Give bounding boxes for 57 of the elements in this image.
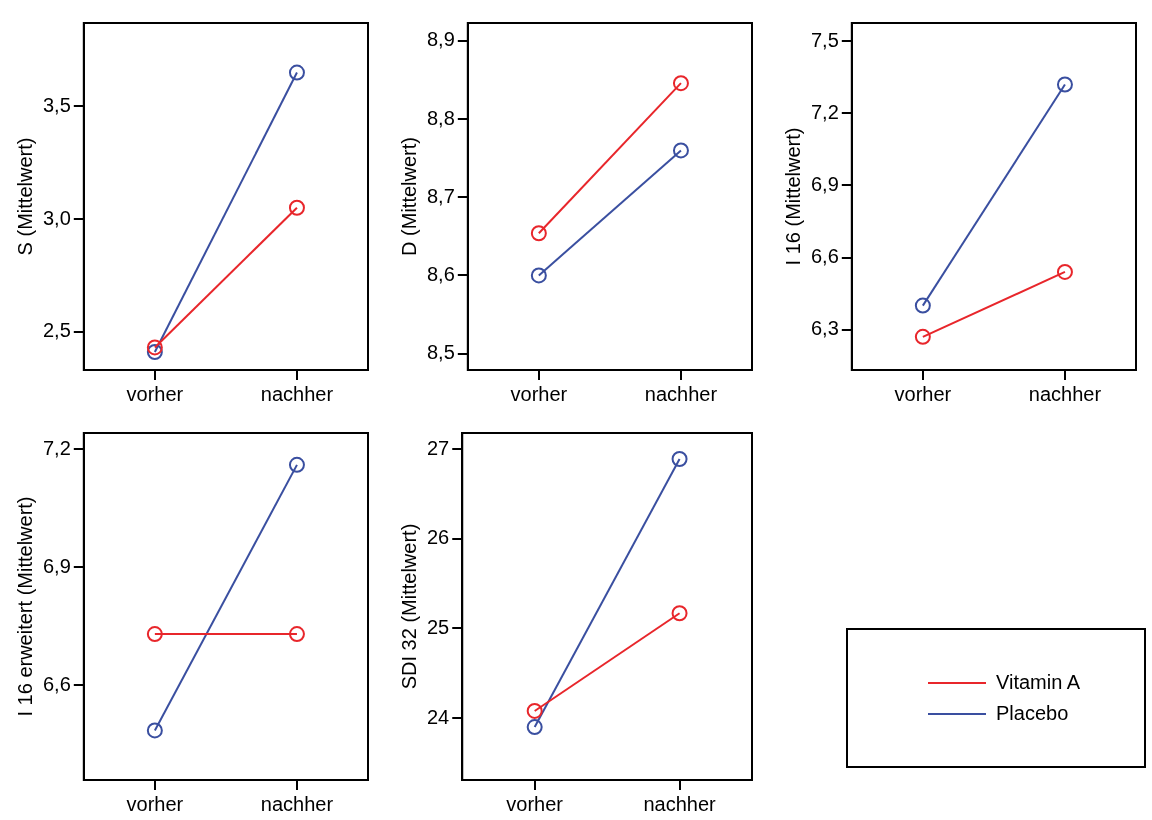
x-tick-label: vorher [506,792,564,815]
x-tick-label: nachher [260,792,334,815]
point [146,343,163,360]
point [672,142,689,159]
y-axis-title: S (Mittelwert) [13,137,36,256]
y-tick-label: 27 [427,436,450,459]
y-tick-label: 6,9 [810,172,839,195]
y-tick-label: 8,9 [426,28,455,51]
y-tick-label: 8,8 [426,106,455,129]
x-tick-label: nachher [643,792,717,815]
y-tick-label: 6,6 [810,245,839,268]
point [146,626,163,643]
point [288,64,305,81]
y-tick-label: 6,9 [42,554,71,577]
y-tick-label: 6,6 [42,672,71,695]
x-tick-label: vorher [126,382,184,405]
x-tick-label: vorher [126,792,184,815]
point [288,626,305,643]
point [914,328,931,345]
x-tick-label: vorher [894,382,952,405]
point [526,719,543,736]
y-tick-label: 3,0 [42,206,71,229]
x-tick-label: nachher [1028,382,1102,405]
y-tick-label: 3,5 [42,93,71,116]
y-tick-label: 7,2 [810,100,839,123]
y-tick-label: 26 [427,526,450,549]
point [288,199,305,216]
point [671,451,688,467]
y-tick-label: 7,2 [42,436,71,459]
x-tick-label: nachher [644,382,718,405]
y-tick-label: 7,5 [810,28,839,51]
point [146,722,163,739]
y-tick-label: 8,5 [426,341,455,364]
y-axis-title: SDI 32 (Mittelwert) [397,523,420,690]
point [146,339,163,356]
y-tick-label: 2,5 [42,319,71,342]
y-axis-title: I 16 erweitert (Mittelwert) [13,496,36,717]
y-tick-label: 6,3 [810,317,839,340]
legend-label: Vitamin A [996,671,1081,694]
x-tick-label: vorher [510,382,568,405]
point [1056,263,1073,280]
point [1056,76,1073,93]
legend-label: Placebo [996,702,1069,725]
y-tick-label: 8,7 [426,184,455,207]
x-tick-label: nachher [260,382,334,405]
point [914,297,931,314]
point [530,267,547,284]
point [530,225,547,242]
y-tick-label: 8,6 [426,262,455,285]
y-tick-label: 24 [427,705,450,728]
point [288,456,305,473]
point [672,75,689,92]
y-tick-label: 25 [427,615,450,638]
point [526,702,543,719]
point [671,605,688,622]
y-axis-title: D (Mittelwert) [397,137,420,256]
y-axis-title: I 16 (Mittelwert) [781,127,804,266]
